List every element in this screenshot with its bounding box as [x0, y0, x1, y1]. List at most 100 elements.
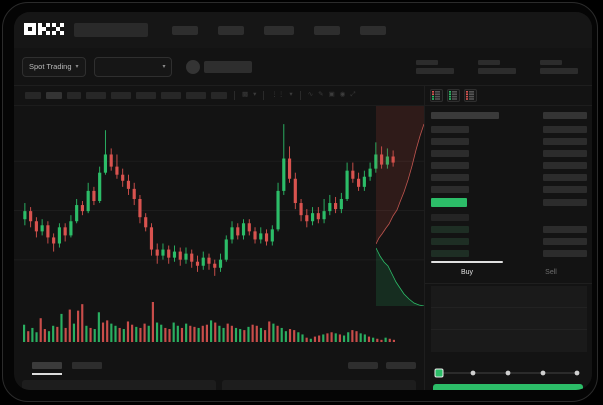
search-input[interactable] [74, 23, 148, 37]
nav-link-4[interactable] [314, 25, 340, 35]
market-stat [416, 59, 454, 74]
order-book-bid-row[interactable] [431, 238, 469, 245]
timeframe-button[interactable] [186, 92, 206, 99]
toolbar-divider [234, 91, 235, 100]
chart-toolbar: ▩ ▾ ⋮⋮ ▾ ∿ ✎ ▣ ◉ ⤢ [14, 86, 424, 106]
tab-open-orders[interactable] [32, 361, 62, 375]
order-book-view-modes [425, 86, 592, 106]
timeframe-button[interactable] [211, 92, 227, 99]
submit-buy-button[interactable] [433, 384, 583, 390]
order-book-last-price [431, 198, 467, 207]
tab-sell-label: Sell [545, 269, 557, 276]
candle-type-icon[interactable]: ▩ [242, 91, 249, 99]
slider-stop[interactable] [505, 370, 511, 376]
order-book-ask-size [543, 162, 587, 169]
indicator-icon[interactable]: ⋮⋮ [271, 91, 285, 99]
app-screen: Spot Trading ▾ ▾ [14, 12, 592, 390]
order-total-field[interactable] [431, 330, 587, 352]
nav-link-2[interactable] [218, 25, 244, 35]
nav-link-5[interactable] [360, 25, 386, 35]
order-book-col-header-left [431, 112, 499, 119]
stat-label [540, 59, 562, 65]
order-book-bid-size [543, 226, 587, 233]
orders-tabs [14, 354, 424, 376]
orders-action-1[interactable] [348, 361, 378, 369]
chevron-down-icon[interactable]: ▾ [289, 91, 293, 99]
stat-value [478, 67, 516, 74]
slider-stop[interactable] [540, 370, 546, 376]
order-book-bid-row[interactable] [431, 214, 469, 221]
tab-order-history[interactable] [72, 361, 102, 369]
line-tool-icon[interactable]: ∿ [307, 91, 314, 99]
order-book-bid-row[interactable] [431, 226, 469, 233]
order-book-asks-only-icon[interactable] [464, 89, 477, 102]
timeframe-button[interactable] [86, 92, 106, 99]
chevron-down-icon[interactable]: ▾ [253, 91, 257, 99]
price-chart[interactable] [14, 106, 424, 354]
nav-link-3[interactable] [264, 25, 294, 35]
timeframe-button-active[interactable] [46, 92, 62, 99]
stat-value [416, 67, 454, 74]
market-type-dropdown[interactable]: Spot Trading ▾ [22, 56, 86, 77]
settings-icon[interactable]: ◉ [339, 91, 346, 99]
order-form-fields [431, 286, 587, 352]
order-book-ask-size [543, 186, 587, 193]
order-book-ask-row[interactable] [431, 162, 469, 169]
order-book-col-header-right [543, 112, 587, 119]
buy-sell-tabs: Buy Sell [425, 261, 592, 284]
order-book-ask-row[interactable] [431, 186, 469, 193]
orders-panels [14, 380, 424, 390]
market-sub-bar: Spot Trading ▾ ▾ [14, 48, 592, 86]
pair-name-placeholder [203, 60, 252, 73]
amount-percent-slider[interactable] [433, 368, 583, 378]
timeframe-button[interactable] [111, 92, 131, 99]
chevron-down-icon: ▾ [75, 63, 79, 70]
fullscreen-icon[interactable]: ⤢ [350, 91, 356, 99]
stat-label [478, 59, 500, 65]
order-book-ask-size [543, 174, 587, 181]
order-price-field[interactable] [431, 286, 587, 308]
market-stat [478, 59, 516, 74]
order-book-ask-row[interactable] [431, 174, 469, 181]
timeframe-button[interactable] [161, 92, 181, 99]
camera-icon[interactable]: ▣ [328, 91, 335, 99]
order-book-bids-only-icon[interactable] [447, 89, 460, 102]
timeframe-button[interactable] [67, 92, 81, 99]
order-book-ask-row[interactable] [431, 138, 469, 145]
tab-sell[interactable]: Sell [509, 262, 592, 283]
orders-action-2[interactable] [386, 361, 416, 369]
order-book-depth-overlay [376, 106, 424, 306]
okx-logo[interactable] [24, 23, 64, 37]
timeframe-button[interactable] [136, 92, 156, 99]
order-book-last-size [543, 199, 587, 206]
order-book-bid-size [543, 238, 587, 245]
toolbar-divider [263, 91, 265, 100]
tab-buy-label: Buy [460, 269, 474, 276]
order-amount-field[interactable] [431, 308, 587, 330]
tab-buy[interactable]: Buy [425, 261, 509, 283]
order-book-bid-size [543, 250, 587, 257]
slider-handle[interactable] [434, 368, 444, 378]
top-navigation-bar [14, 12, 592, 48]
order-book-ask-size [543, 126, 587, 133]
nav-link-1[interactable] [172, 25, 198, 35]
orders-panel-right[interactable] [222, 380, 416, 390]
slider-stop[interactable] [574, 370, 580, 376]
trading-pair-dropdown[interactable]: ▾ [93, 56, 172, 77]
timeframe-button[interactable] [25, 92, 41, 99]
order-book-ask-row[interactable] [431, 126, 469, 133]
order-book-ask-row[interactable] [431, 150, 469, 157]
order-book-ask-size [543, 138, 587, 145]
pair-avatar [185, 59, 200, 74]
toolbar-divider [299, 91, 301, 100]
slider-stop[interactable] [470, 370, 476, 376]
order-book-rows[interactable] [425, 108, 592, 263]
pencil-icon[interactable]: ✎ [318, 91, 324, 99]
stat-label [416, 59, 438, 65]
order-book-bid-row[interactable] [431, 250, 469, 257]
order-book-and-trade-panel: Buy Sell [424, 86, 592, 390]
order-book-both-icon[interactable] [430, 89, 443, 102]
orders-panel-left[interactable] [22, 380, 216, 390]
order-book-ask-size [543, 150, 587, 157]
